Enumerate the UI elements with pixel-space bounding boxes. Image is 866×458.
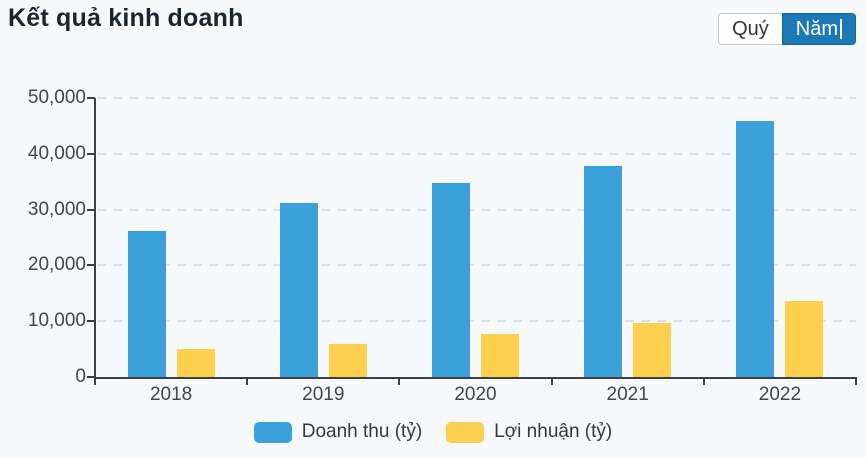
revenue-bar-2021 [584,165,623,377]
legend-item-profit[interactable]: Lợi nhuận (tỷ) [446,421,612,443]
revenue-bar-2022 [736,120,775,377]
x-axis-label: 2020 [454,384,497,405]
revenue-bar-2019 [279,203,318,377]
x-axis-label: 2022 [758,384,802,405]
x-axis-tick [398,377,401,385]
y-axis-label: 40,000 [27,142,86,164]
y-axis-tick [87,152,95,155]
legend-item-revenue[interactable]: Doanh thu (tỷ) [253,421,423,443]
year-toggle-button[interactable]: Năm [781,13,856,45]
y-axis-label: 20,000 [27,254,86,276]
profit-bar-2020 [481,334,519,377]
gridline [97,264,856,267]
x-axis-line [94,377,857,379]
revenue-bar-2018 [127,230,166,377]
page-title: Kết quả kinh doanh [8,4,244,32]
profit-bar-2019 [328,343,367,377]
profit-bar-2021 [633,323,672,377]
gridline [97,320,856,323]
quarter-toggle-button[interactable]: Quý [718,13,782,45]
y-axis-tick [87,97,95,99]
y-axis-tick [87,208,95,211]
revenue-legend-label: Doanh thu (tỷ) [301,421,423,442]
y-axis-tick [87,264,95,267]
gridline [97,208,856,211]
x-axis-tick [550,377,553,385]
profit-legend-label: Lợi nhuận (tỷ) [494,421,613,442]
y-axis-label: 0 [75,366,86,387]
text-cursor [840,19,842,39]
x-axis-label: 2021 [606,384,649,405]
y-axis-line [94,98,96,385]
profit-bar-2018 [176,348,215,377]
gridline [97,152,856,155]
y-axis-tick [87,376,95,378]
revenue-bar-2020 [432,182,470,377]
x-axis-label: 2019 [302,384,345,405]
gridline [97,97,856,99]
year-toggle-label: Năm [795,18,838,40]
revenue-legend-swatch [253,421,292,443]
chart-legend: Doanh thu (tỷ) Lợi nhuận (tỷ) [0,421,866,443]
profit-legend-swatch [446,421,485,443]
x-axis-tick [855,377,857,385]
x-axis-tick [246,377,249,385]
y-axis-label: 10,000 [27,310,86,332]
x-axis-label: 2018 [149,384,193,405]
y-axis-tick [87,320,95,323]
x-axis-tick [702,377,705,385]
period-toggle-group: Quý Năm [718,13,856,45]
x-axis-tick [94,377,96,385]
y-axis-label: 30,000 [27,198,86,220]
y-axis-label: 50,000 [27,87,86,108]
profit-bar-2022 [785,300,824,377]
